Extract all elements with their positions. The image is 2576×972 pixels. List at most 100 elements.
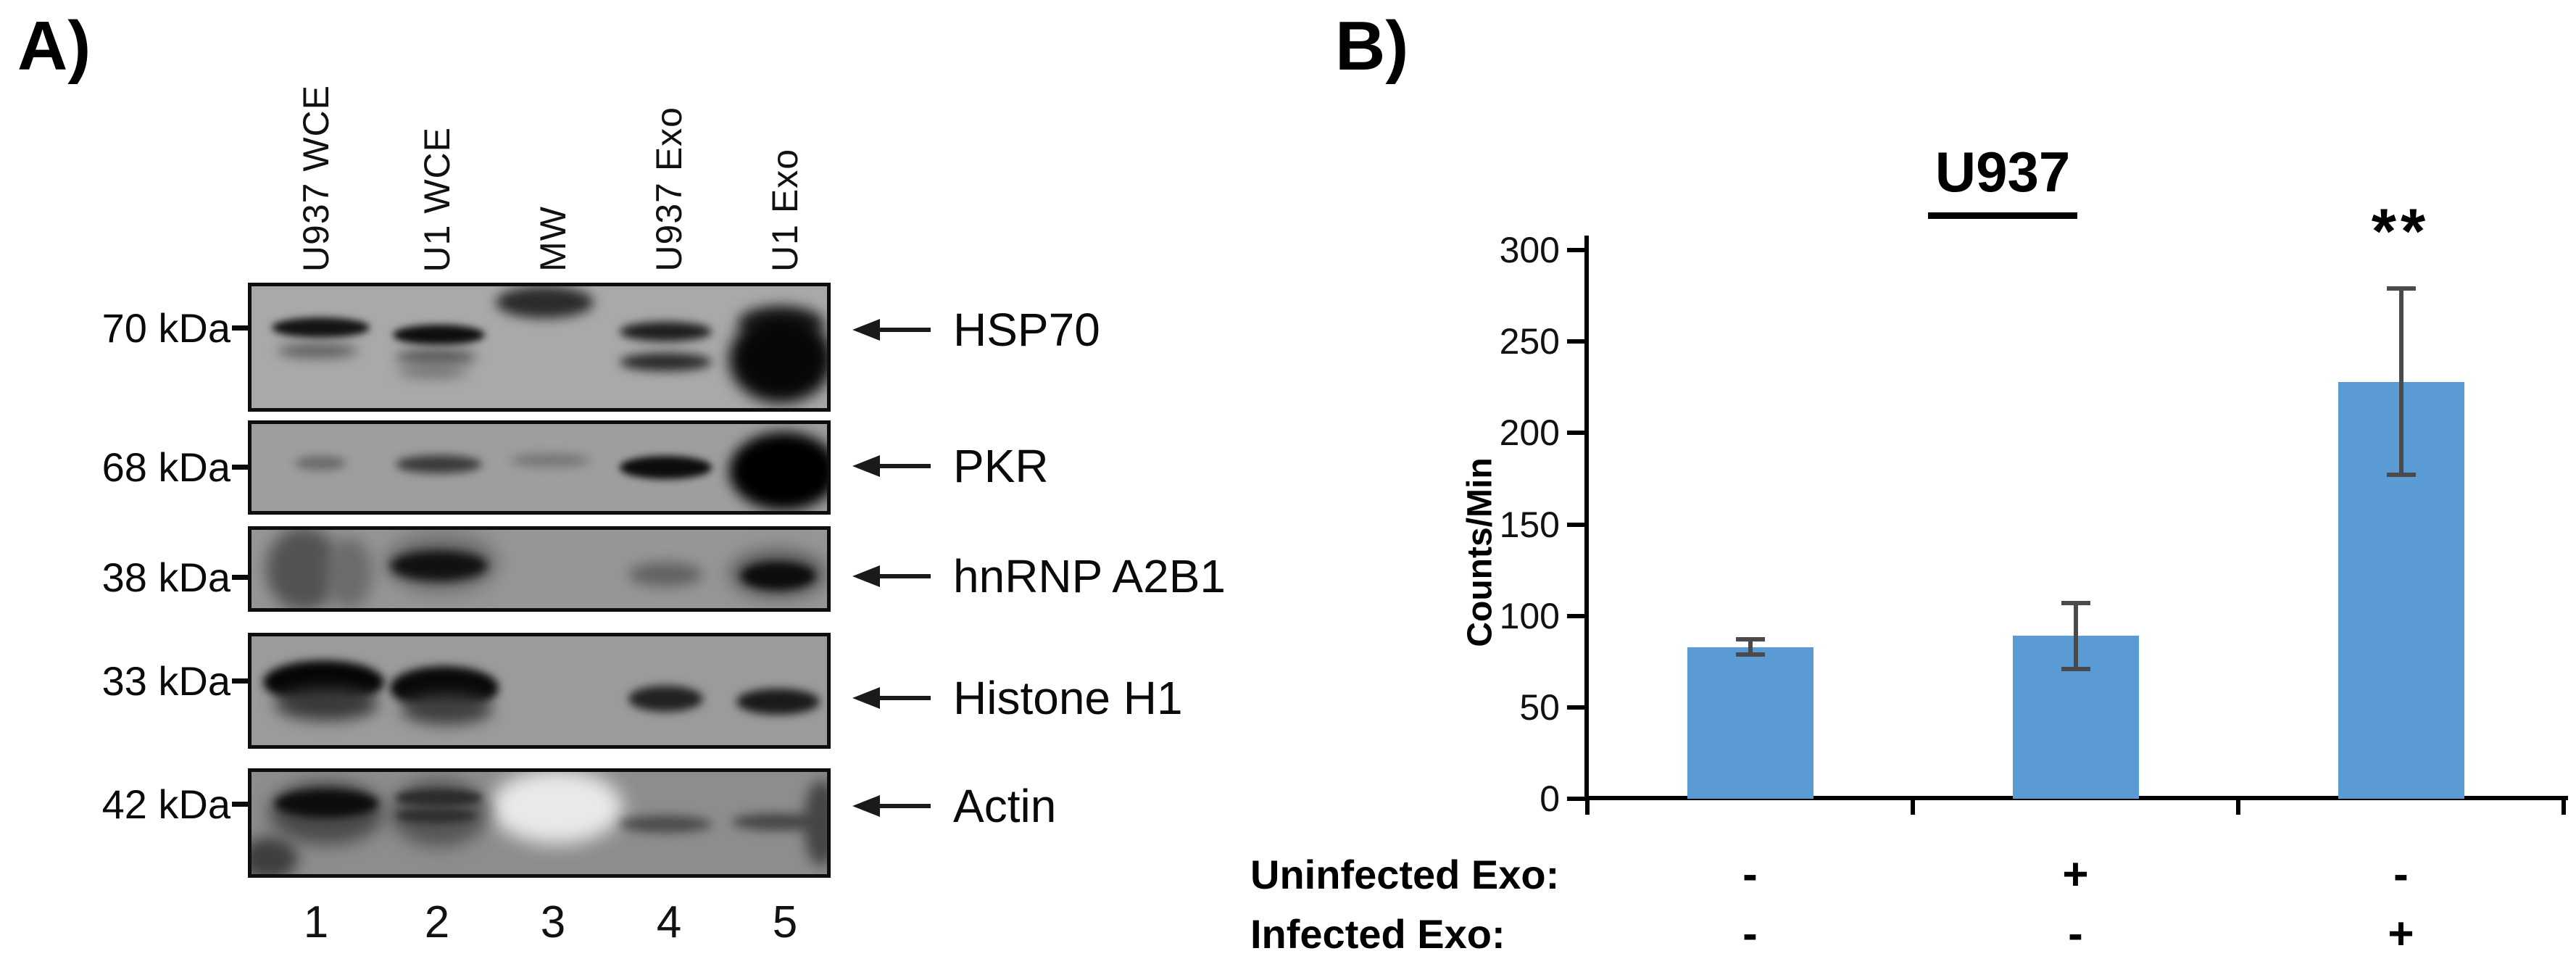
blot-band — [731, 813, 825, 831]
x-axis-tick — [2236, 796, 2240, 815]
protein-label: Histone H1 — [953, 672, 1183, 724]
blot-band — [326, 536, 373, 608]
blot-band — [274, 687, 378, 720]
chart-title: U937 — [1858, 139, 2148, 219]
error-bar-line — [2398, 288, 2403, 475]
blot-band — [395, 349, 476, 365]
blot-band — [252, 837, 298, 874]
blot-band — [490, 772, 623, 844]
error-bar-cap-top — [2386, 286, 2416, 291]
blot-band — [274, 789, 378, 818]
x-axis-tick — [1911, 796, 1915, 815]
error-bar-line — [2073, 603, 2078, 669]
x-axis-tick — [2562, 796, 2566, 815]
blot-band — [395, 808, 476, 824]
row-label-infected-exo: Infected Exo: — [1250, 911, 1505, 957]
significance-marker: ** — [2371, 195, 2430, 267]
molecular-weight-tick — [232, 575, 248, 580]
molecular-weight-label: 38 kDa — [101, 554, 230, 600]
panel-b-label: B) — [1335, 7, 1409, 85]
blot-image-histone-h1 — [248, 633, 831, 749]
y-axis-tick-label: 300 — [1499, 230, 1560, 270]
lane-label: U937 WCE — [296, 84, 336, 272]
protein-arrow — [852, 565, 931, 587]
error-bar-cap-bottom — [1735, 652, 1765, 657]
blot-image-hnrnp-a2b1 — [248, 526, 831, 612]
error-bar-cap-top — [2061, 601, 2090, 605]
blot-band — [395, 454, 482, 473]
blot-band — [510, 454, 591, 468]
chart-title-text: U937 — [1927, 139, 2078, 219]
lane-number: 5 — [772, 897, 798, 947]
y-axis-tick — [1567, 431, 1587, 436]
molecular-weight-label: 33 kDa — [101, 658, 230, 704]
protein-label: Actin — [953, 780, 1057, 832]
y-axis-tick — [1567, 248, 1587, 252]
y-axis-tick — [1567, 797, 1587, 801]
arrowhead-icon — [852, 565, 880, 587]
condition-symbol: - — [1742, 909, 1758, 959]
blot-band — [620, 815, 712, 833]
protein-arrow — [852, 455, 931, 477]
arrowhead-icon — [852, 795, 880, 817]
y-axis-tick-label: 100 — [1499, 595, 1560, 636]
molecular-weight-tick — [232, 325, 248, 331]
blot-band — [401, 694, 494, 725]
molecular-weight-tick — [232, 802, 248, 807]
y-axis-tick — [1567, 705, 1587, 710]
y-axis-tick-label: 150 — [1499, 504, 1560, 545]
blot-band — [496, 286, 594, 318]
molecular-weight-label: 42 kDa — [101, 781, 230, 827]
blot-band — [729, 431, 827, 510]
protein-arrow — [852, 319, 931, 341]
data-bar — [1687, 647, 1813, 799]
y-axis-tick — [1567, 522, 1587, 527]
y-axis-tick — [1567, 339, 1587, 344]
blot-band — [729, 315, 827, 404]
y-axis-tick-label: 250 — [1499, 321, 1560, 362]
blot-image-actin — [248, 768, 831, 878]
lane-label: U937 Exo — [649, 107, 689, 272]
lane-label: MW — [533, 206, 573, 272]
blot-band — [620, 352, 712, 371]
error-bar-line — [1748, 639, 1753, 655]
protein-arrow — [852, 795, 931, 817]
lane-number: 3 — [540, 897, 566, 947]
y-axis-tick-label: 50 — [1519, 686, 1560, 728]
blot-band — [277, 343, 358, 359]
y-axis-tick-label: 200 — [1499, 412, 1560, 454]
blot-band — [271, 317, 370, 338]
panel-a-label: A) — [17, 7, 91, 85]
arrowhead-icon — [852, 319, 880, 341]
molecular-weight-label: 70 kDa — [101, 305, 230, 351]
lane-label: U1 Exo — [765, 149, 805, 272]
blot-band — [628, 562, 704, 586]
blot-band — [804, 780, 827, 866]
molecular-weight-tick — [232, 678, 248, 684]
blot-band — [736, 689, 820, 715]
blot-band — [620, 456, 712, 479]
error-bar-cap-bottom — [2386, 473, 2416, 478]
protein-label: HSP70 — [953, 304, 1100, 356]
lane-label: U1 WCE — [417, 126, 457, 272]
x-axis-tick — [1585, 796, 1590, 815]
blot-band — [389, 550, 488, 582]
condition-symbol: - — [1742, 850, 1758, 900]
condition-symbol: - — [2068, 909, 2083, 959]
lane-number: 4 — [656, 897, 682, 947]
blot-band — [398, 365, 468, 378]
blot-band — [395, 789, 482, 806]
blot-image-hsp70 — [248, 283, 831, 412]
error-bar-cap-bottom — [2061, 666, 2090, 671]
protein-label: hnRNP A2B1 — [953, 550, 1226, 602]
protein-label: PKR — [953, 440, 1049, 492]
condition-symbol: + — [2062, 850, 2089, 900]
condition-symbol: + — [2388, 909, 2414, 959]
error-bar-cap-top — [1735, 637, 1765, 642]
blot-band — [392, 324, 485, 346]
blot-band — [620, 321, 712, 341]
y-axis-tick-label: 0 — [1540, 778, 1560, 819]
y-axis-tick — [1567, 613, 1587, 618]
lane-number: 1 — [303, 897, 329, 947]
